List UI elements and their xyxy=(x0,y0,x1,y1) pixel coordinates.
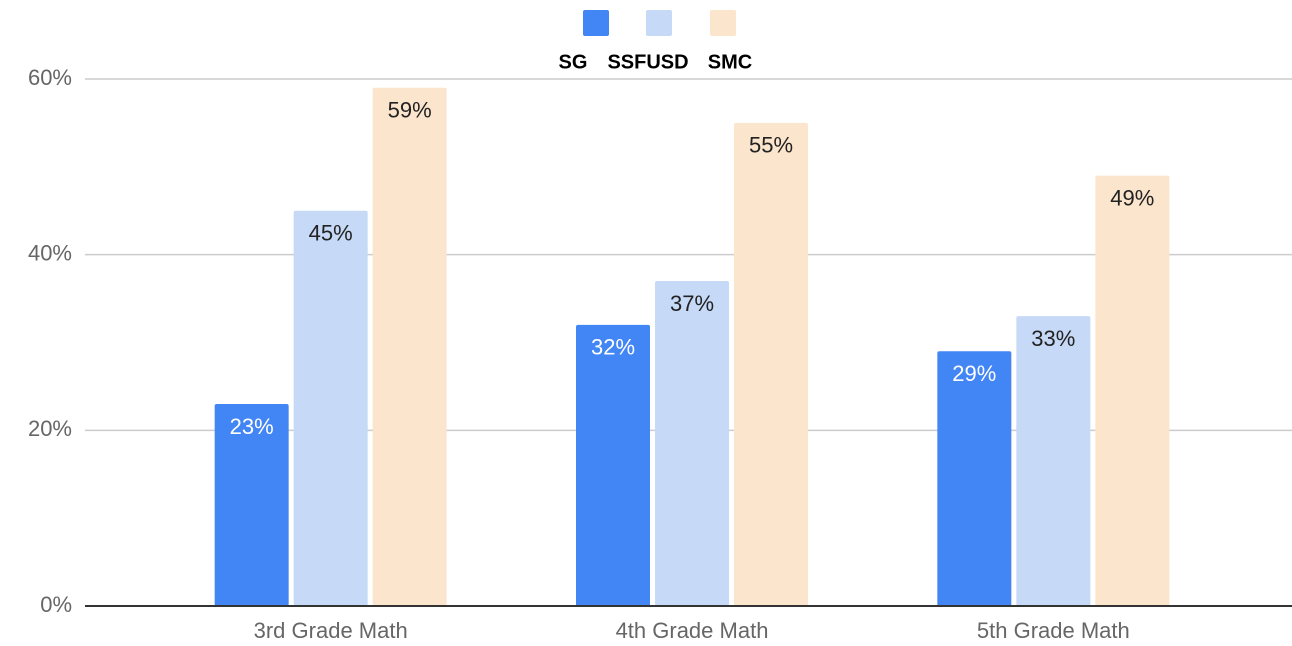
y-tick-label: 60% xyxy=(28,65,72,90)
value-label: 33% xyxy=(1031,326,1075,351)
y-tick-label: 0% xyxy=(40,592,72,617)
legend-swatch xyxy=(583,10,609,36)
bar xyxy=(937,351,1012,606)
bar xyxy=(293,210,368,606)
legend-swatch xyxy=(646,10,672,36)
bar xyxy=(1016,316,1091,606)
value-label: 55% xyxy=(749,133,793,158)
legend-label: SMC xyxy=(708,51,752,73)
bar xyxy=(734,122,808,607)
value-label: 59% xyxy=(388,98,432,123)
bar xyxy=(214,403,289,606)
y-tick-label: 40% xyxy=(28,240,72,265)
bar xyxy=(372,87,447,607)
x-tick-label: 4th Grade Math xyxy=(616,618,769,643)
value-label: 32% xyxy=(591,335,635,360)
value-label: 37% xyxy=(670,291,714,316)
legend-label: SG xyxy=(559,51,588,73)
bar xyxy=(1095,175,1170,606)
value-label: 45% xyxy=(309,221,353,246)
value-label: 49% xyxy=(1110,185,1154,210)
bar xyxy=(655,281,729,606)
bar xyxy=(576,324,650,606)
legend-label: SSFUSD xyxy=(607,51,688,73)
x-tick-label: 3rd Grade Math xyxy=(254,618,408,643)
legend-swatch xyxy=(710,10,736,36)
value-label: 23% xyxy=(230,414,274,439)
y-tick-label: 20% xyxy=(28,416,72,441)
value-label: 29% xyxy=(952,361,996,386)
x-tick-label: 5th Grade Math xyxy=(977,618,1130,643)
